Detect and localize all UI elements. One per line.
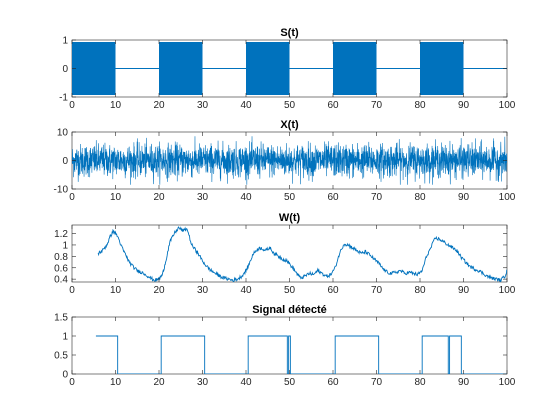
y-tick-label: 0.6 (54, 263, 68, 274)
x-tick-label: 100 (499, 285, 516, 296)
x-tick-label: 10 (110, 192, 122, 203)
subplot-title: X(t) (280, 119, 299, 131)
plot-area (95, 335, 507, 374)
x-tick-label: 10 (110, 285, 122, 296)
subplot-title: Signal détecté (252, 304, 327, 316)
y-tick-label: 1 (62, 36, 68, 47)
x-tick-label: 90 (458, 100, 470, 111)
x-tick-label: 80 (414, 285, 426, 296)
x-tick-label: 50 (284, 377, 296, 388)
x-tick-label: 40 (240, 285, 252, 296)
x-tick-label: 10 (110, 377, 122, 388)
x-tick-label: 30 (197, 377, 209, 388)
x-tick-label: 60 (327, 285, 339, 296)
plot-area (97, 226, 507, 282)
x-tick-label: 0 (69, 192, 75, 203)
plot-area (72, 136, 507, 185)
x-tick-label: 70 (371, 192, 383, 203)
x-tick-label: 90 (458, 192, 470, 203)
x-tick-label: 40 (240, 192, 252, 203)
subplot-title: S(t) (280, 27, 299, 39)
y-tick-label: -10 (54, 185, 69, 196)
y-tick-label: 0 (62, 370, 68, 381)
y-tick-label: 0 (62, 64, 68, 75)
detected-series (95, 335, 507, 374)
x-tick-label: 60 (327, 100, 339, 111)
x-tick-label: 80 (414, 100, 426, 111)
subplot-4: Signal détecté 0 10 20 30 40 50 60 70 80 90 100 0 0.5… (54, 304, 516, 388)
x-tick-label: 80 (414, 192, 426, 203)
x-tick-label: 70 (371, 377, 383, 388)
y-tick-label: 10 (57, 128, 69, 139)
y-tick-label: 1.2 (54, 229, 68, 240)
x-tick-label: 20 (153, 100, 165, 111)
subplot-1: S(t)0 10 20 30 40 50 60 70 80 90 100-101 (59, 27, 516, 111)
noise-series (72, 136, 507, 185)
x-tick-label: 40 (240, 377, 252, 388)
y-tick-label: 0.5 (54, 351, 68, 362)
y-tick-label: 1 (62, 332, 68, 343)
subplot-title: W(t) (279, 212, 301, 224)
x-tick-label: 90 (458, 285, 470, 296)
x-tick-label: 90 (458, 377, 470, 388)
y-tick-label: 1 (62, 240, 68, 251)
x-tick-label: 10 (110, 100, 122, 111)
x-tick-label: 30 (197, 285, 209, 296)
x-tick-label: 0 (69, 377, 75, 388)
y-tick-label: -1 (59, 93, 68, 104)
x-tick-label: 70 (371, 285, 383, 296)
axes-frame (71, 224, 508, 283)
x-tick-label: 100 (499, 377, 516, 388)
y-tick-label: 0.8 (54, 252, 68, 263)
x-tick-label: 0 (69, 100, 75, 111)
x-tick-label: 60 (327, 377, 339, 388)
x-tick-label: 70 (371, 100, 383, 111)
x-tick-label: 30 (197, 192, 209, 203)
x-tick-label: 100 (499, 100, 516, 111)
w-series (97, 226, 507, 282)
x-tick-label: 50 (284, 285, 296, 296)
subplot-3: W(t) 0 10 20 30 40 50 60 70 80 90 100 0.40.60.811.2 (54, 212, 516, 296)
x-tick-label: 50 (284, 100, 296, 111)
x-tick-label: 40 (240, 100, 252, 111)
y-tick-label: 0 (62, 156, 68, 167)
x-tick-label: 20 (153, 285, 165, 296)
x-tick-label: 30 (197, 100, 209, 111)
x-tick-label: 20 (153, 192, 165, 203)
x-tick-label: 50 (284, 192, 296, 203)
plot-area (72, 41, 507, 96)
x-tick-label: 60 (327, 192, 339, 203)
x-tick-label: 20 (153, 377, 165, 388)
y-tick-label: 1.5 (54, 313, 68, 324)
y-tick-label: 0.4 (54, 275, 68, 286)
x-tick-label: 80 (414, 377, 426, 388)
axes-frame (71, 316, 508, 375)
x-tick-label: 0 (69, 285, 75, 296)
x-tick-label: 100 (499, 192, 516, 203)
